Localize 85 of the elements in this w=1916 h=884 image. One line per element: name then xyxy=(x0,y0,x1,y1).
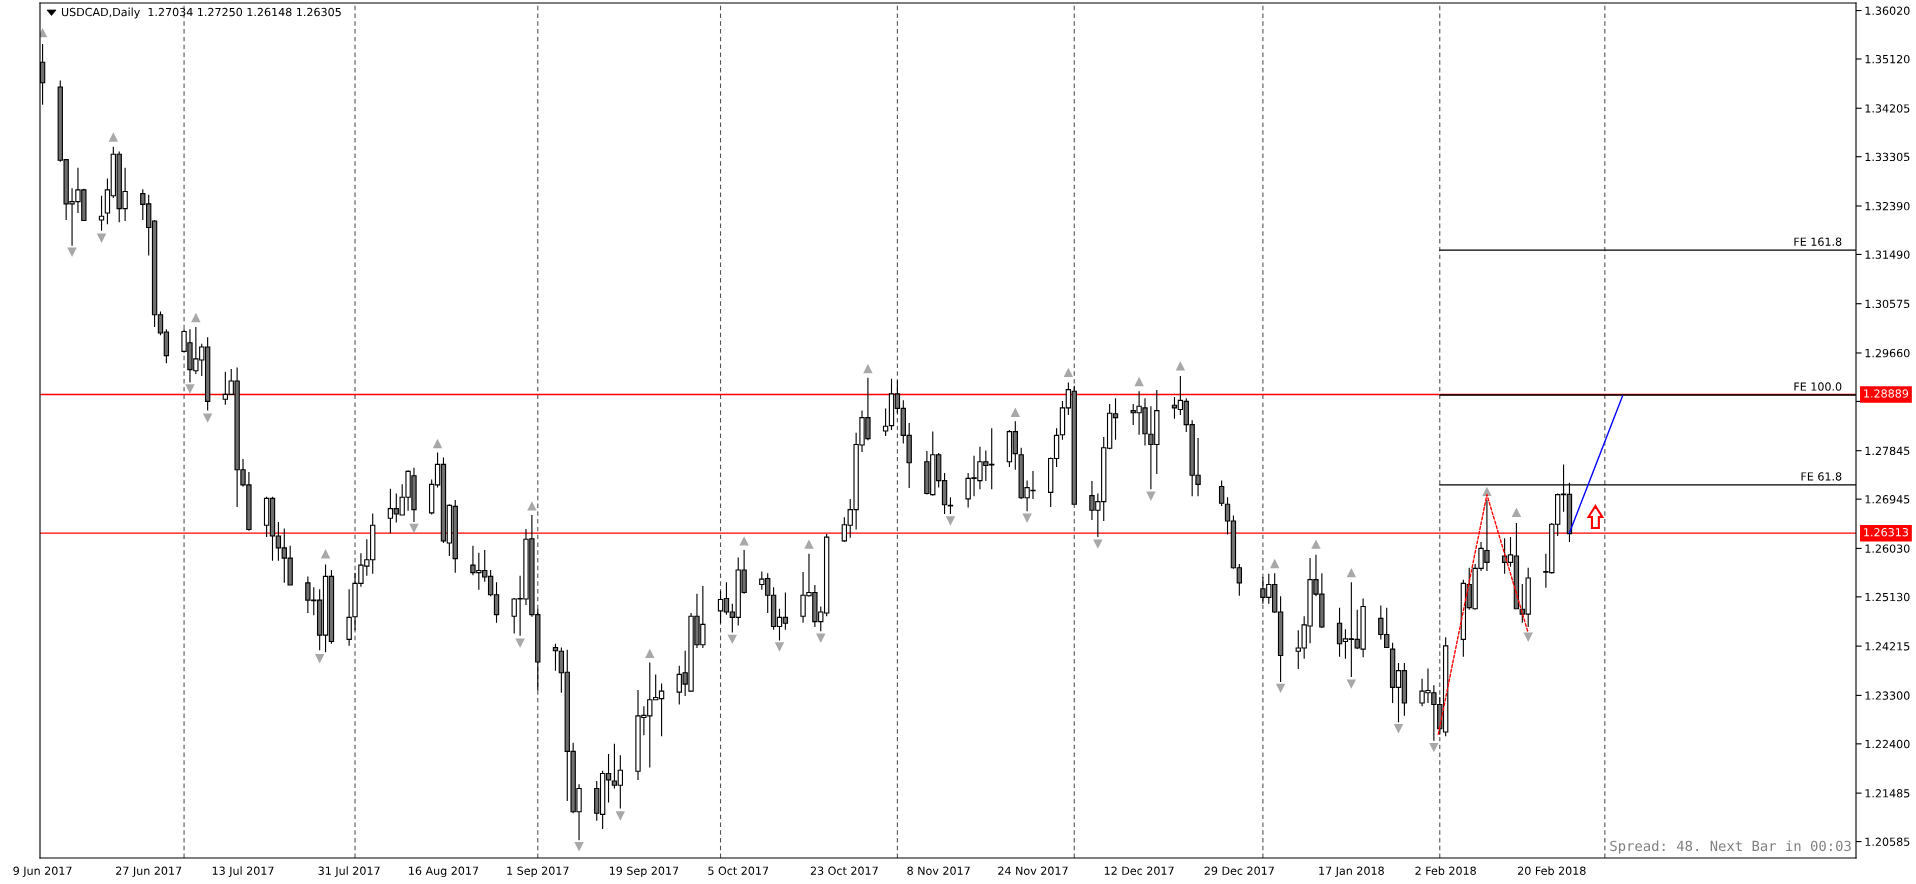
point xyxy=(191,312,201,323)
point xyxy=(1010,407,1021,417)
point xyxy=(96,233,107,243)
y-tick-label: 1.35120 xyxy=(1865,54,1910,64)
y-tick-label: 1.26030 xyxy=(1865,544,1910,553)
point xyxy=(320,549,331,559)
x-tick-label: 31 Jul 2017 xyxy=(318,866,380,877)
x-tick-label: 23 Oct 2017 xyxy=(810,866,878,875)
x-tick-label: 5 Oct 2017 xyxy=(708,866,769,875)
point xyxy=(727,634,738,645)
point xyxy=(1175,361,1186,371)
point xyxy=(1429,742,1439,753)
y-tick-label: 1.34205 xyxy=(1865,104,1910,113)
x-tick-label: 9 Jun 2017 xyxy=(13,866,72,877)
point xyxy=(1311,539,1321,549)
y-tick-label: 1.25130 xyxy=(1865,592,1910,602)
y-tick-label: 1.27845 xyxy=(1865,446,1910,456)
series-label: FE 161.8 xyxy=(1794,237,1842,246)
point xyxy=(314,654,325,664)
point xyxy=(574,841,584,852)
y-tick-label: 1.36020 xyxy=(1865,6,1910,15)
point xyxy=(945,516,956,526)
candlestick xyxy=(346,588,352,647)
ref-line-label: 1.26313 xyxy=(1864,527,1908,537)
x-tick-label: 13 Jul 2017 xyxy=(212,866,274,877)
x-tick-label: 12 Dec 2017 xyxy=(1104,866,1174,875)
x-tick-label: 1 Sep 2017 xyxy=(507,866,569,878)
x-tick-label: 2 Feb 2018 xyxy=(1415,866,1476,875)
series-label: FE 61.8 xyxy=(1801,472,1842,481)
point xyxy=(202,413,213,423)
x-tick-label: 20 Feb 2018 xyxy=(1518,866,1586,875)
y-tick-label: 1.24215 xyxy=(1865,642,1910,651)
point xyxy=(527,501,537,511)
x-tick-label: 29 Dec 2017 xyxy=(1204,866,1274,875)
point xyxy=(1269,558,1280,569)
point xyxy=(1146,491,1156,501)
y-tick-label: 1.20585 xyxy=(1865,837,1910,846)
point xyxy=(774,642,785,652)
y-tick-label: 1.31490 xyxy=(1865,250,1910,259)
candlestick xyxy=(882,407,889,437)
point xyxy=(1063,367,1074,378)
point xyxy=(1093,539,1103,549)
x-tick-label: 27 Jun 2017 xyxy=(116,866,182,877)
x-tick-label: 16 Aug 2017 xyxy=(409,866,479,878)
point xyxy=(108,132,119,142)
point xyxy=(515,638,525,648)
point xyxy=(1346,567,1357,578)
point xyxy=(1482,486,1492,497)
point xyxy=(739,536,749,546)
chart-title: USDCAD,Daily 1.27034 1.27250 1.26148 1.26305 xyxy=(61,7,341,19)
y-tick-label: 1.23300 xyxy=(1865,691,1910,700)
point xyxy=(1523,632,1533,642)
point xyxy=(185,384,195,394)
point xyxy=(816,633,826,644)
candlestick xyxy=(1218,480,1225,507)
x-tick-label: 24 Nov 2017 xyxy=(998,866,1068,875)
point xyxy=(432,438,443,449)
point xyxy=(645,648,655,659)
point xyxy=(409,523,419,534)
y-tick-label: 1.22400 xyxy=(1865,739,1910,749)
candlestick xyxy=(98,195,105,232)
y-tick-label: 1.26945 xyxy=(1865,495,1910,504)
y-tick-label: 1.33305 xyxy=(1865,152,1910,162)
point xyxy=(615,811,626,821)
candlestick xyxy=(947,496,954,515)
annotation: Spread: 48. Next Bar in 00:03 xyxy=(1610,840,1851,854)
y-tick-label: 1.30575 xyxy=(1865,299,1910,309)
x-tick-label: 17 Jan 2018 xyxy=(1319,866,1384,877)
point xyxy=(1275,683,1286,694)
series-label: FE 100.0 xyxy=(1794,382,1842,391)
candlestick xyxy=(552,643,559,672)
point xyxy=(1511,507,1522,518)
point xyxy=(804,539,814,549)
point xyxy=(1134,376,1144,387)
y-tick-label: 1.32390 xyxy=(1865,201,1910,211)
x-tick-label: 19 Sep 2017 xyxy=(609,866,679,878)
point xyxy=(863,363,873,374)
point xyxy=(1022,513,1032,523)
point xyxy=(67,247,77,257)
ref-line-label: 1.28889 xyxy=(1864,389,1909,398)
y-tick-label: 1.21485 xyxy=(1865,789,1910,798)
point xyxy=(1346,679,1357,689)
y-tick-label: 1.29660 xyxy=(1865,348,1910,358)
x-tick-label: 8 Nov 2017 xyxy=(907,866,970,875)
point xyxy=(1393,724,1404,734)
